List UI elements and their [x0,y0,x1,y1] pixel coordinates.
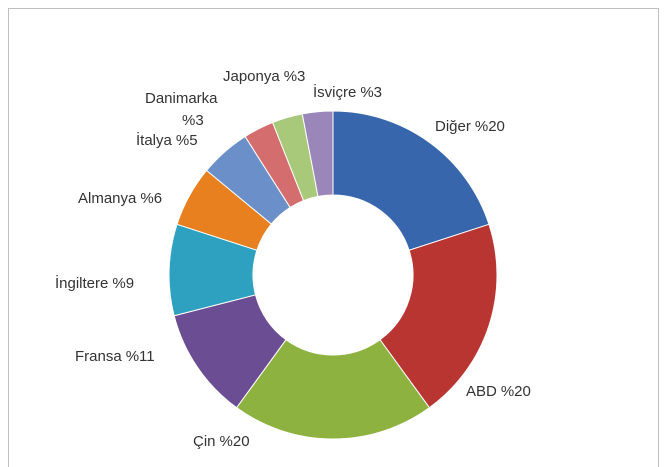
value-label: %6 [140,190,162,207]
value-label: %11 [126,348,155,365]
category-label: Çin [193,433,216,450]
category-label: Japonya [223,68,280,85]
value-label: %9 [112,275,134,292]
slice-label: Danimarka %3 [145,90,218,129]
category-label: İngiltere [55,274,108,292]
slice-label: Çin %20 [193,433,250,450]
category-label: ABD [466,383,497,400]
category-label: İtalya [136,131,173,149]
slice-label: İtalya %5 [136,131,198,149]
value-label: %3 [182,112,204,129]
category-label: İsviçre [313,83,356,101]
value-label: %3 [284,68,306,85]
value-label: %20 [501,383,531,400]
slice-label: Almanya %6 [78,190,162,207]
category-label: Almanya [78,190,137,207]
donut-slice [235,339,431,440]
slice-label: İsviçre %3 [313,83,382,101]
slice-label: ABD %20 [466,383,531,400]
slice-label: Fransa %11 [75,348,155,365]
donut-slice [379,223,498,409]
category-label: Fransa [75,348,122,365]
donut-slice [332,110,490,251]
donut-slice [301,110,334,198]
value-label: %3 [360,84,382,101]
value-label: %5 [176,132,198,149]
category-label: Danimarka [145,90,218,107]
slice-label: Diğer %20 [435,118,505,135]
category-label: Diğer [435,118,471,135]
slice-label: Japonya %3 [223,68,305,85]
slice-label: İngiltere %9 [55,274,134,292]
value-label: %20 [220,433,250,450]
value-label: %20 [475,118,505,135]
